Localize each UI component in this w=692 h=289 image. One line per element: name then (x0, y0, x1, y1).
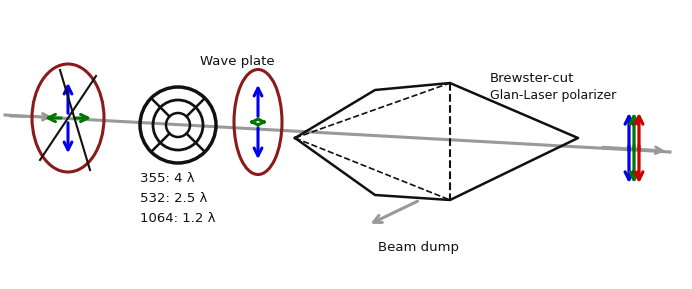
Text: 532: 2.5 λ: 532: 2.5 λ (140, 192, 208, 205)
Text: 355: 4 λ: 355: 4 λ (140, 171, 194, 184)
Text: Beam dump: Beam dump (378, 242, 459, 255)
Text: 1064: 1.2 λ: 1064: 1.2 λ (140, 212, 215, 225)
Text: Glan-Laser polarizer: Glan-Laser polarizer (490, 90, 617, 103)
Text: Wave plate: Wave plate (200, 55, 275, 68)
Text: Brewster-cut: Brewster-cut (490, 71, 574, 84)
